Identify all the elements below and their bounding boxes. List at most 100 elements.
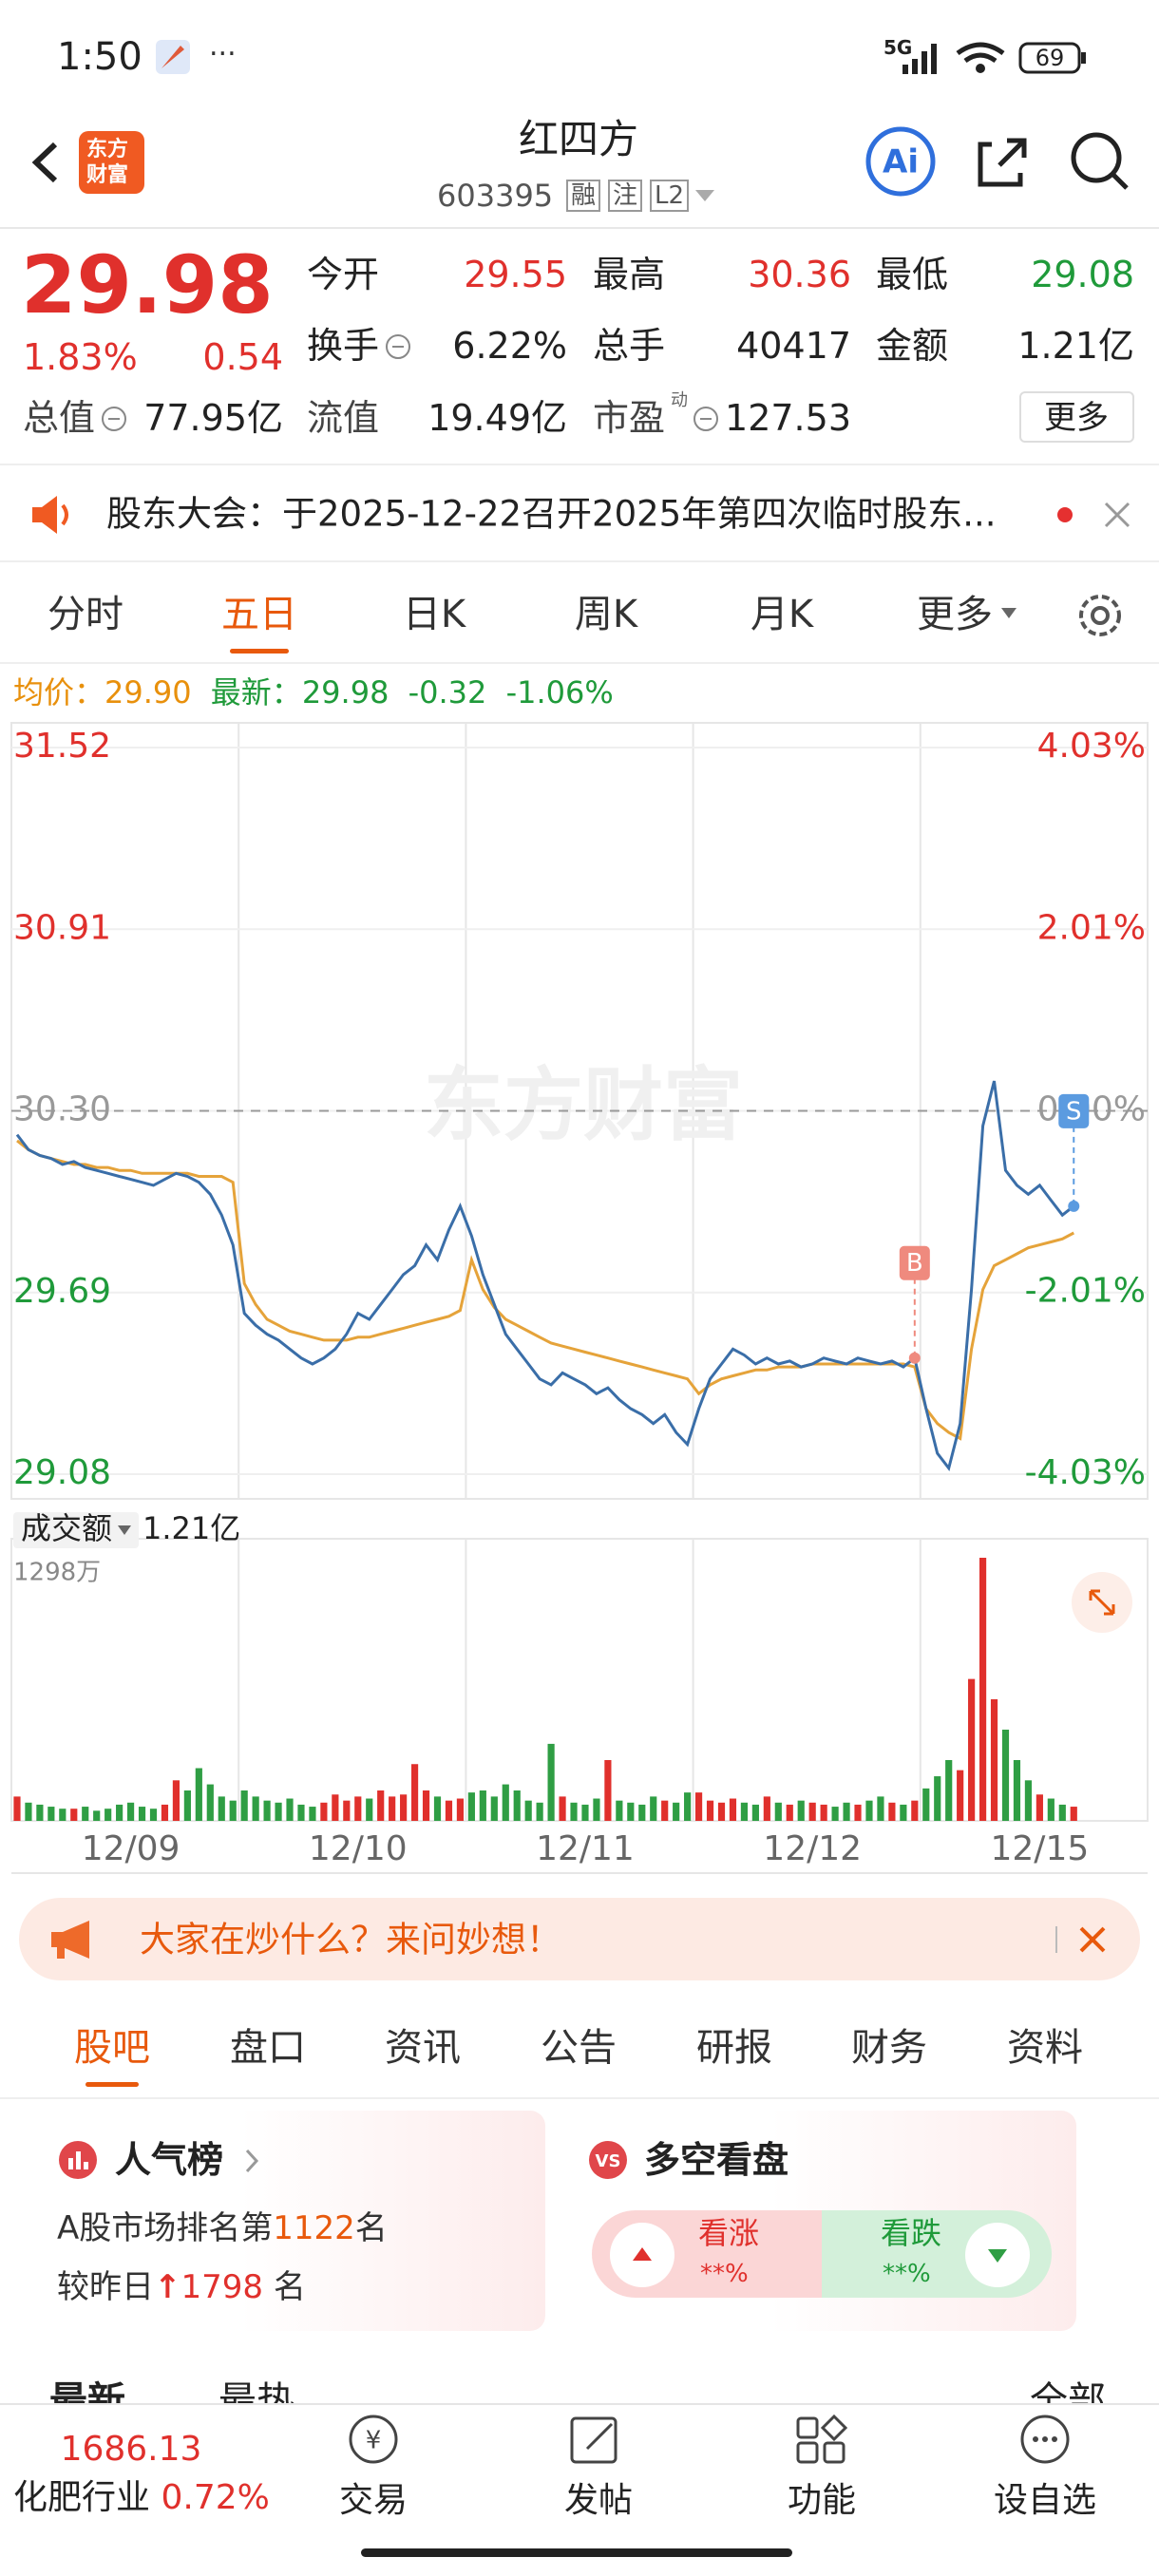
info-icon[interactable] <box>100 405 128 433</box>
volume-bar <box>286 1798 294 1821</box>
volume-bar <box>502 1784 509 1821</box>
speaker-icon <box>32 496 68 534</box>
tag: L2 <box>650 180 690 212</box>
price-line <box>15 1080 1075 1472</box>
banner-text: 大家在炒什么？来问妙想！ <box>140 1919 561 1960</box>
volume-bar <box>70 1809 78 1821</box>
section-tab[interactable]: 资料 <box>1007 2026 1083 2070</box>
vs-icon: VS <box>589 2141 627 2179</box>
volume-bar <box>774 1802 782 1821</box>
volume-selector <box>13 1512 139 1548</box>
field-value: 19.49亿 <box>428 397 567 439</box>
volume-bar <box>888 1802 896 1821</box>
dropdown-arrow[interactable] <box>694 186 716 205</box>
last-price: 29.98 <box>21 238 274 331</box>
section-tab[interactable]: 资讯 <box>385 2026 461 2070</box>
field-label: 总值 <box>23 397 96 439</box>
ai-banner[interactable] <box>19 1898 1140 1980</box>
period-tab[interactable]: 更多 <box>917 593 993 636</box>
status-icons-right <box>902 42 1086 74</box>
nav-label[interactable]: 交易 <box>338 2481 408 2520</box>
x-tick-label: 12/15 <box>991 1829 1090 1868</box>
x-tick-label: 12/10 <box>309 1829 408 1868</box>
volume-title: 成交额 <box>21 1510 112 1546</box>
notice-bar[interactable] <box>0 464 1159 562</box>
notice-controls[interactable] <box>1053 499 1138 531</box>
volume-bar <box>1036 1794 1043 1821</box>
volume-bar <box>911 1800 919 1821</box>
volume-bar <box>524 1800 532 1821</box>
banner-close[interactable] <box>1053 1921 1119 1959</box>
change-pct: 1.83% <box>23 336 138 378</box>
volume-bar <box>389 1796 396 1821</box>
volume-bar <box>36 1804 44 1821</box>
popularity-card[interactable] <box>36 2111 545 2331</box>
volume-bar <box>751 1804 759 1821</box>
period-tab[interactable]: 分时 <box>48 593 124 636</box>
header-actions[interactable]: Ai <box>863 123 1138 199</box>
nav-label[interactable]: 设自选 <box>993 2481 1097 2520</box>
volume-bar <box>25 1802 32 1821</box>
period-tab[interactable]: 日K <box>402 593 466 636</box>
volume-bar <box>661 1800 669 1821</box>
volume-bar <box>694 1792 703 1821</box>
app-logo: 东方 财富 <box>79 131 144 194</box>
nav-label[interactable]: 功能 <box>787 2481 857 2520</box>
home-indicator <box>361 2548 792 2557</box>
y-tick-label: 30.30 <box>13 1090 111 1129</box>
volume-bar <box>673 1802 680 1821</box>
bear-label: 看跌 <box>881 2215 942 2251</box>
volume-bar <box>740 1802 749 1821</box>
y2-tick-label: -2.01% <box>1025 1271 1146 1310</box>
volume-bar <box>1024 1780 1033 1821</box>
volume-bar <box>581 1804 589 1821</box>
section-tab[interactable]: 财务 <box>851 2026 927 2070</box>
volume-bar <box>990 1698 998 1821</box>
back-button[interactable] <box>21 139 68 186</box>
period-tab[interactable]: 月K <box>750 593 814 636</box>
info-icon[interactable] <box>692 405 720 433</box>
y2-tick-label: 0.00% <box>1037 1090 1146 1129</box>
period-tab[interactable]: 五日 <box>221 593 297 636</box>
field-value: 6.22% <box>452 325 567 367</box>
volume-bar <box>410 1764 419 1821</box>
field-value: 40417 <box>736 325 851 367</box>
megaphone-icon <box>51 1921 89 1959</box>
volume-bar <box>433 1796 442 1821</box>
change: 0.54 <box>202 336 283 378</box>
svg-text:Ai: Ai <box>883 143 919 181</box>
x-tick-label: 12/11 <box>536 1829 635 1868</box>
y2-tick-label: 4.03% <box>1037 727 1146 766</box>
section-tab[interactable]: 股吧 <box>74 2026 150 2070</box>
section-tab[interactable]: 公告 <box>541 2026 617 2070</box>
volume-bar <box>786 1804 793 1821</box>
y-tick-label: 29.08 <box>13 1453 111 1492</box>
info-icon[interactable] <box>384 332 412 361</box>
volume-bar <box>104 1809 112 1821</box>
section-tab[interactable]: 盘口 <box>230 2026 306 2070</box>
period-tab[interactable]: 周K <box>574 593 638 636</box>
industry-index[interactable]: 1686.13 <box>60 2430 202 2469</box>
volume-bar <box>456 1798 465 1821</box>
latest-change-pct: -1.06% <box>505 674 614 710</box>
volume-bar <box>479 1790 486 1821</box>
volume-bar <box>343 1800 351 1821</box>
volume-bar <box>422 1790 430 1821</box>
card-title: 人气榜 <box>115 2139 224 2181</box>
more-button[interactable]: 更多 <box>1019 391 1134 443</box>
card-title: 多空看盘 <box>644 2139 789 2181</box>
svg-text:···: ··· <box>209 38 237 71</box>
change-suffix: 名 <box>273 2268 306 2306</box>
avg-value: 29.90 <box>104 674 192 710</box>
logo-text: 东方 <box>86 138 129 161</box>
volume-bar <box>161 1804 169 1821</box>
field-label: 总手 <box>593 325 666 367</box>
nav-label[interactable]: 发帖 <box>563 2481 634 2520</box>
industry-line[interactable]: 化肥行业 0.72% <box>13 2481 270 2515</box>
volume-bar <box>843 1802 850 1821</box>
volume-bar <box>490 1796 498 1821</box>
section-tab[interactable]: 研报 <box>696 2026 772 2070</box>
settings-icon[interactable] <box>1074 589 1127 642</box>
rank-value: 1122 <box>273 2209 355 2247</box>
